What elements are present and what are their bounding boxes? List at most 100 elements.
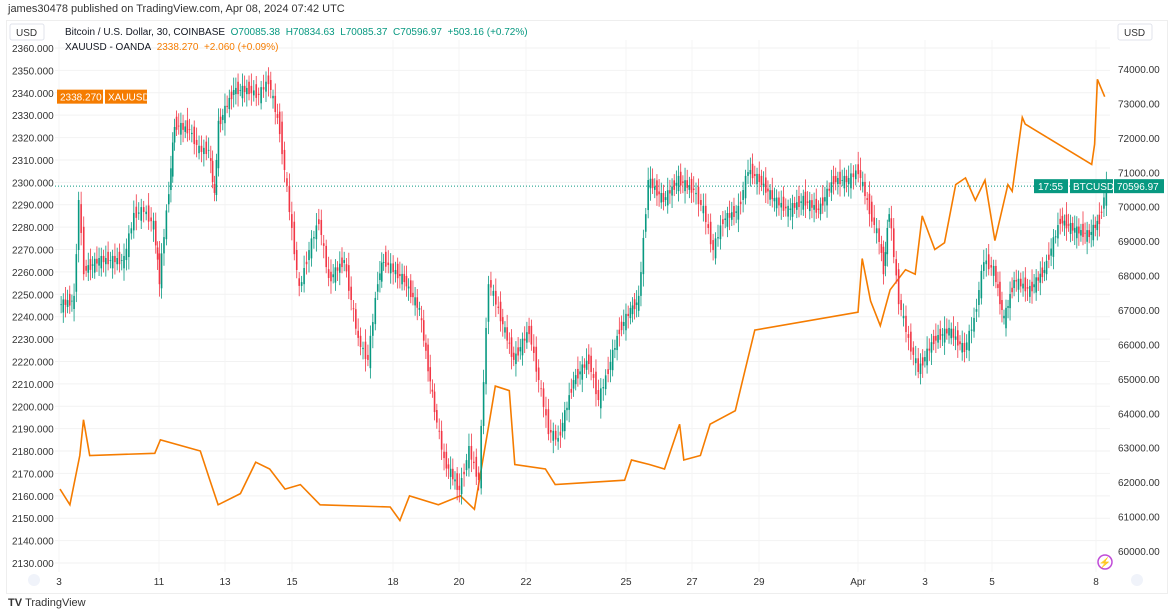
btc-candle-body bbox=[793, 203, 796, 208]
btc-candle-body bbox=[791, 203, 794, 217]
btc-candle-body bbox=[730, 212, 733, 220]
left-tick-label: 2260.000 bbox=[12, 268, 54, 279]
btc-candle-body bbox=[359, 335, 362, 348]
btc-candle-body bbox=[322, 243, 325, 246]
chart-frame[interactable] bbox=[6, 20, 1168, 594]
btc-candle-body bbox=[1009, 293, 1011, 309]
btc-candle-body bbox=[800, 201, 802, 203]
btc-candle-body bbox=[917, 358, 919, 372]
btc-candle-body bbox=[475, 456, 478, 477]
btc-candle-body bbox=[480, 425, 482, 489]
btc-candle-body bbox=[447, 464, 450, 469]
btc-candle-body bbox=[890, 218, 893, 229]
btc-candle-body bbox=[686, 180, 689, 188]
btc-candle-body bbox=[1011, 287, 1013, 293]
gold-symbol[interactable]: XAUUSD - OANDA bbox=[65, 42, 152, 53]
btc-candle-body bbox=[688, 185, 691, 190]
btc-candle-body bbox=[914, 358, 917, 364]
btc-candle-body bbox=[252, 90, 255, 96]
btc-candle-body bbox=[232, 90, 235, 95]
btc-candle-body bbox=[465, 460, 468, 471]
left-tick-label: 2270.000 bbox=[12, 246, 54, 257]
btc-candle-body bbox=[235, 87, 237, 95]
btc-candle-body bbox=[758, 173, 761, 183]
btc-candle-body bbox=[217, 120, 220, 169]
btc-candle-body bbox=[728, 212, 731, 218]
btc-candle-body bbox=[900, 300, 902, 310]
btc-candle-body bbox=[870, 201, 873, 222]
tradingview-logo[interactable]: TV TradingView bbox=[8, 597, 86, 609]
btc-candle-body bbox=[487, 284, 490, 322]
btc-candle-body bbox=[267, 75, 270, 85]
btc-candle-body bbox=[111, 255, 114, 269]
btc-candle-body bbox=[523, 338, 526, 341]
btc-candle-body bbox=[98, 258, 100, 266]
btc-candle-body bbox=[298, 278, 300, 286]
btc-candle-body bbox=[1029, 285, 1031, 297]
btc-candle-body bbox=[73, 295, 75, 309]
btc-candle-body bbox=[165, 210, 168, 240]
btc-candle-body bbox=[396, 263, 399, 279]
btc-candle-body bbox=[438, 430, 441, 432]
left-tick-label: 2190.000 bbox=[12, 425, 54, 436]
btc-candle-body bbox=[726, 212, 729, 227]
btc-candle-body bbox=[87, 265, 90, 273]
btc-candle-body bbox=[429, 367, 432, 382]
logo-text: TradingView bbox=[25, 597, 86, 609]
btc-candle-body bbox=[239, 90, 242, 91]
btc-candle-body bbox=[160, 253, 163, 289]
btc-candle-body bbox=[826, 188, 828, 206]
btc-candle-body bbox=[140, 207, 143, 221]
btc-candle-body bbox=[191, 132, 193, 135]
btc-candle-body bbox=[850, 173, 852, 189]
btc-candle-body bbox=[948, 327, 950, 336]
btc-candle-body bbox=[1013, 280, 1015, 289]
btc-candle-body bbox=[625, 313, 627, 331]
btc-candle-body bbox=[690, 178, 693, 193]
lightning-glyph: ⚡ bbox=[1099, 556, 1111, 569]
btc-candle-body bbox=[817, 208, 820, 210]
btc-candle-body bbox=[622, 321, 625, 326]
btc-candle-body bbox=[982, 262, 985, 271]
btc-candle-body bbox=[1090, 231, 1093, 235]
btc-candle-body bbox=[819, 203, 822, 215]
btc-candle-body bbox=[82, 226, 85, 275]
btc-candle-body bbox=[470, 445, 473, 460]
right-tick-label: 62000.00 bbox=[1118, 478, 1160, 489]
left-tick-label: 2310.000 bbox=[12, 156, 54, 167]
btc-candle-body bbox=[100, 255, 103, 269]
btc-candle-body bbox=[574, 375, 577, 385]
btc-candle-body bbox=[941, 334, 944, 336]
left-tick-label: 2300.000 bbox=[12, 178, 54, 189]
btc-candle-body bbox=[380, 262, 383, 282]
btc-candle-body bbox=[80, 204, 82, 233]
right-axis-unit: USD bbox=[1124, 28, 1145, 39]
lightning-icon bbox=[1097, 554, 1113, 570]
btc-candle-body bbox=[798, 196, 800, 207]
btc-candle-body bbox=[677, 175, 680, 192]
btc-candle-body bbox=[857, 164, 859, 175]
left-tick-label: 2290.000 bbox=[12, 201, 54, 212]
btc-candle-body bbox=[200, 145, 203, 152]
btc-candle-body bbox=[193, 126, 196, 145]
gold-price-badge-text: 2338.270 bbox=[60, 93, 102, 104]
btc-candle-body bbox=[1076, 226, 1078, 239]
btc-candle-body bbox=[348, 265, 350, 291]
btc-candle-body bbox=[717, 237, 719, 239]
btc-candle-body bbox=[508, 342, 511, 344]
btc-candle-body bbox=[1061, 215, 1064, 224]
btc-candle-body bbox=[468, 445, 470, 469]
btc-candle-body bbox=[458, 485, 461, 491]
btc-candle-body bbox=[407, 286, 410, 289]
btc-candle-body bbox=[209, 158, 212, 161]
btc-symbol[interactable]: Bitcoin / U.S. Dollar, 30, COINBASE bbox=[65, 27, 226, 38]
btc-candle-body bbox=[171, 142, 174, 177]
btc-candle-body bbox=[262, 87, 265, 90]
btc-candle-body bbox=[789, 208, 792, 210]
btc-candle-body bbox=[760, 175, 763, 185]
btc-candle-body bbox=[609, 361, 612, 370]
x-tick-label: 20 bbox=[453, 577, 465, 588]
btc-candle-body bbox=[666, 190, 669, 206]
right-tick-label: 61000.00 bbox=[1118, 513, 1160, 524]
